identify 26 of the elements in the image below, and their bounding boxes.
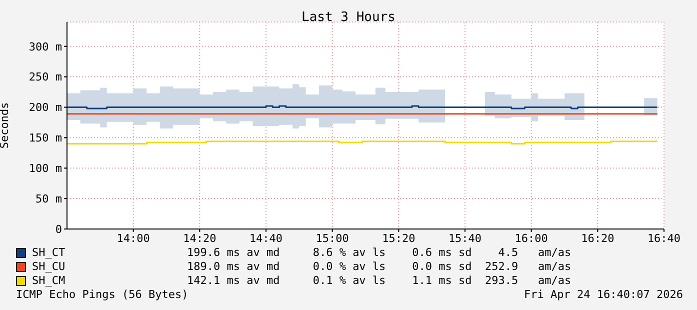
legend-label: SH_CM (32, 274, 66, 288)
x-tick-label: 14:40 (249, 232, 283, 245)
x-tick-label: 14:20 (183, 232, 216, 245)
legend-label: SH_CT (32, 246, 66, 260)
y-axis-title: Seconds (0, 102, 11, 149)
y-tick-label: 100 m (28, 162, 62, 176)
text: 199.6 ms av md 8.6 % av ls 0.6 ms sd 4.5 am/as (187, 246, 572, 260)
y-tick-label: 0 (55, 222, 62, 236)
text: 142.1 ms av md 0.1 % av ls 1.1 ms sd 293.5 am/as (187, 274, 572, 288)
chart-title: Last 3 Hours (300, 10, 396, 25)
y-tick-label: 200 m (28, 101, 62, 114)
x-tick-label: 14:00 (116, 232, 150, 245)
x-tick-label: 15:40 (448, 232, 482, 245)
y-tick-label: 50 m (36, 192, 62, 206)
x-tick-label: 16:40 (647, 232, 681, 245)
y-tick-label: 150 m (28, 132, 62, 145)
y-tick-label: 250 m (28, 70, 62, 84)
x-tick-label: 16:20 (581, 232, 614, 245)
y-tick-label: 300 m (28, 40, 62, 54)
text: ICMP Echo Pings (56 Bytes) (16, 288, 188, 301)
text: Fri Apr 24 16:40:07 2026 (524, 288, 683, 301)
x-tick-label: 16:00 (514, 232, 548, 245)
legend-label: SH_CU (32, 260, 66, 274)
x-tick-label: 15:20 (382, 232, 416, 245)
x-tick-label: 15:00 (316, 232, 349, 245)
text: 189.0 ms av md 0.0 % av ls 0.0 ms sd 252.9 am/as (187, 260, 572, 274)
